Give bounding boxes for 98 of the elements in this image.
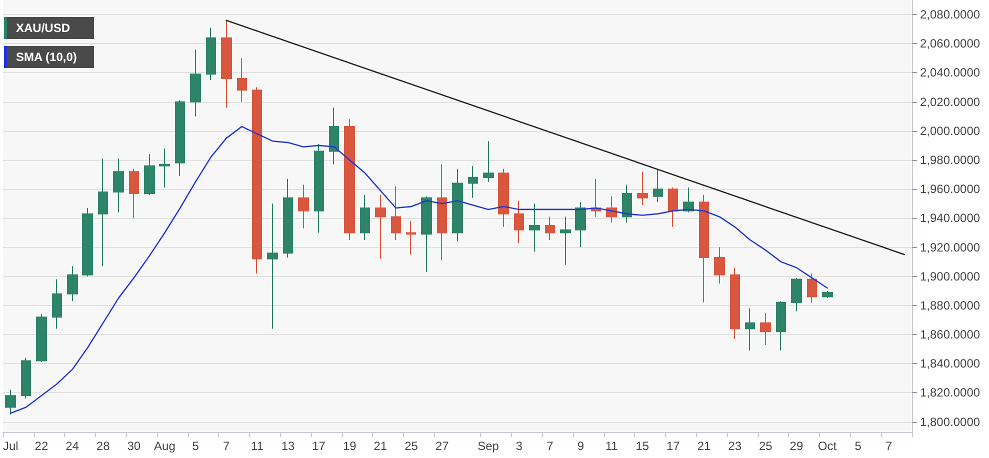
candlestick (298, 184, 309, 229)
candlestick (190, 48, 201, 117)
x-tick-label: 19 (342, 439, 357, 453)
x-tick-label: Oct (818, 439, 838, 453)
y-tick-label: 2,080.0000 (920, 8, 980, 22)
candlestick (807, 272, 817, 304)
candlestick (391, 186, 401, 240)
x-tick-label: 23 (728, 439, 742, 453)
x-tick-label: Aug (154, 439, 176, 453)
candlestick (575, 202, 586, 248)
x-tick-label: 15 (636, 439, 650, 453)
candlestick (529, 203, 540, 252)
x-tick-label: Sep (478, 439, 500, 453)
candlestick (314, 144, 324, 234)
candlestick (545, 216, 555, 240)
x-tick-label: 7 (546, 439, 554, 453)
candlestick (468, 165, 478, 198)
candlestick (144, 154, 155, 196)
candlestick (283, 178, 293, 258)
x-tick-label: 21 (697, 439, 711, 453)
x-tick-label: 11 (605, 439, 618, 453)
y-tick-label: 2,040.0000 (920, 66, 980, 80)
x-tick-label: 13 (281, 439, 295, 453)
legend-label: SMA (10,0) (16, 50, 77, 64)
x-tick-label: 29 (790, 439, 804, 453)
candlestick (483, 140, 494, 182)
candlestick (360, 194, 370, 240)
candlestick (637, 171, 648, 206)
x-tick-label: 27 (435, 439, 450, 453)
x-tick-label: 30 (127, 439, 141, 453)
candlestick (730, 267, 740, 340)
candlestick (159, 148, 170, 188)
y-tick-label: 1,960.0000 (920, 182, 980, 196)
x-tick-label: 5 (854, 439, 862, 453)
candlestick (822, 290, 833, 299)
y-tick-label: 1,900.0000 (920, 269, 980, 284)
y-tick-label: 1,980.0000 (920, 153, 980, 167)
x-tick-label: 25 (758, 439, 773, 453)
x-tick-label: 7 (223, 439, 230, 453)
y-tick-label: 1,820.0000 (920, 386, 980, 400)
candlestick (452, 168, 463, 242)
legend-label: XAU/USD (16, 21, 70, 35)
y-tick-label: 2,060.0000 (920, 36, 980, 51)
candlestick (237, 58, 247, 102)
candlestick (791, 277, 802, 312)
candlestick (329, 107, 339, 165)
x-tick-label: 22 (34, 439, 48, 453)
x-tick-label: 3 (516, 439, 523, 453)
candlestick (175, 100, 185, 176)
candlestick (760, 312, 771, 346)
candlestick (5, 389, 16, 416)
x-tick-label: 9 (577, 439, 584, 453)
candlestick (375, 194, 386, 260)
x-tick-label: 21 (374, 439, 388, 453)
candlestick (36, 314, 47, 363)
candlestick (406, 220, 416, 256)
y-tick-label: 1,920.0000 (920, 240, 980, 254)
y-tick-label: 1,860.0000 (920, 328, 980, 342)
y-tick-label: 1,880.0000 (920, 298, 980, 312)
x-tick-label: 28 (96, 439, 110, 453)
x-tick-label: 5 (192, 439, 200, 453)
candlestick (344, 118, 355, 240)
x-tick-label: 25 (404, 439, 418, 453)
candlestick (252, 86, 262, 274)
x-tick-label: 7 (886, 439, 893, 453)
x-tick-label: 24 (66, 439, 80, 453)
candlestick (129, 168, 139, 219)
candlestick (699, 194, 709, 304)
y-tick-label: 2,020.0000 (920, 94, 980, 109)
x-tick-label: 17 (312, 439, 326, 453)
candlestick (437, 164, 447, 261)
candlestick (221, 20, 232, 108)
candlestick (668, 187, 678, 228)
y-tick-label: 1,800.0000 (920, 414, 980, 429)
candlestick (67, 266, 78, 302)
candlestick (745, 308, 755, 352)
candlestick (113, 158, 124, 213)
x-tick-label: 17 (666, 439, 680, 453)
candlestick (52, 278, 62, 330)
candlestick (206, 27, 216, 80)
x-tick-label: Jul (2, 439, 18, 453)
candlestick (21, 357, 31, 400)
candlestick (514, 200, 524, 244)
candlestick (560, 216, 571, 266)
candlestick (653, 168, 663, 203)
candlestick (82, 208, 93, 277)
candlestick (714, 246, 725, 284)
candlestick (98, 158, 108, 267)
candlestick (776, 300, 786, 352)
y-tick-label: 1,940.0000 (920, 211, 980, 226)
candlestick (267, 203, 278, 330)
candlestick (622, 184, 632, 224)
x-tick-label: 11 (250, 439, 264, 453)
line-series (10, 126, 828, 414)
candlestick (421, 196, 432, 272)
y-tick-label: 1,840.0000 (920, 356, 980, 371)
candlestick (498, 168, 509, 228)
y-tick-label: 2,000.0000 (920, 124, 980, 138)
